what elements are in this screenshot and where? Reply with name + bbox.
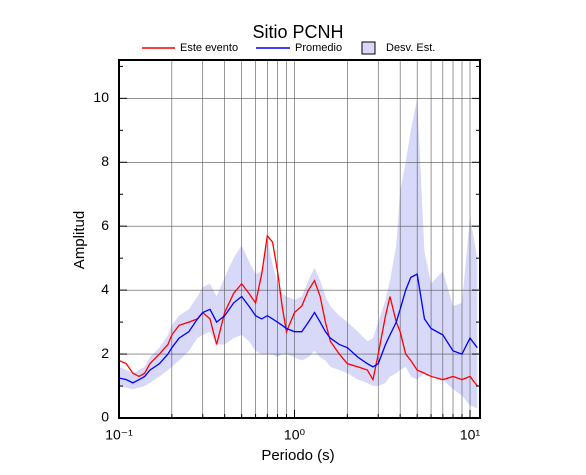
x-tick-label: 10⁻¹	[105, 427, 133, 443]
y-tick-label: 6	[101, 217, 109, 233]
legend-label: Promedio	[295, 42, 342, 54]
std-band	[119, 98, 478, 409]
series-line	[118, 273, 478, 384]
legend-label: Desv. Est.	[386, 42, 435, 54]
y-axis-label: Amplitud	[71, 211, 88, 269]
y-tick-label: 10	[93, 89, 109, 105]
x-axis-label: Periodo (s)	[261, 447, 334, 464]
x-tick-label: 10¹	[460, 427, 481, 443]
y-tick-label: 4	[101, 281, 109, 297]
y-tick-label: 0	[101, 409, 109, 425]
x-tick-label: 10⁰	[284, 427, 306, 443]
series-line	[118, 234, 478, 387]
y-tick-label: 8	[101, 153, 109, 169]
chart-title: Sitio PCNH	[252, 22, 343, 42]
legend-swatch	[361, 41, 376, 55]
plot-frame	[118, 59, 481, 419]
legend-label: Este evento	[180, 42, 238, 54]
y-tick-label: 2	[101, 345, 109, 361]
